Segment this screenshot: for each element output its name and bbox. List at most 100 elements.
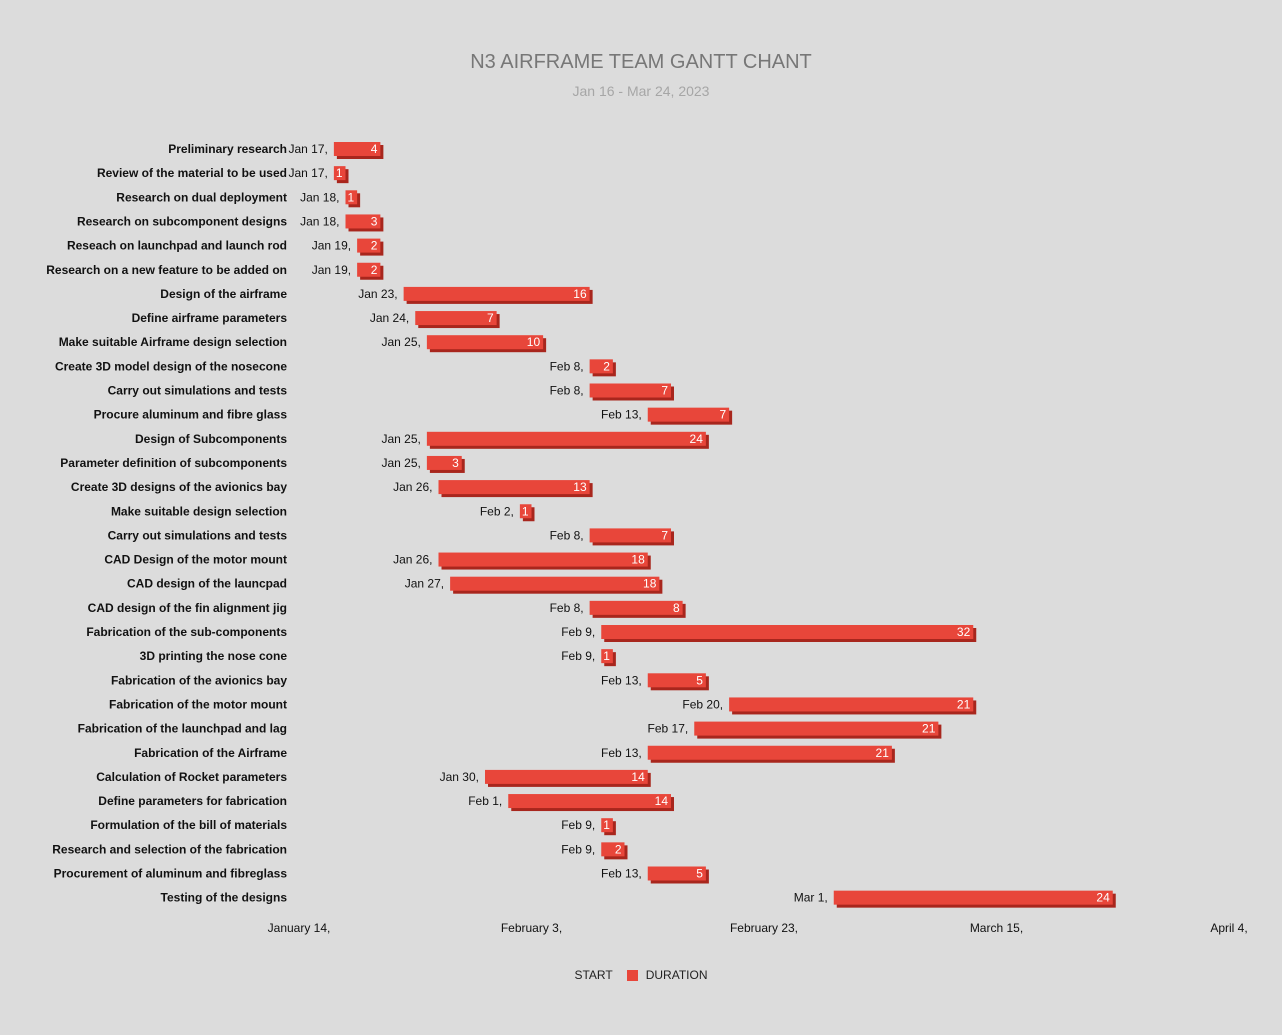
task-name-label: Preliminary research	[168, 142, 287, 156]
x-tick-label: April 4,	[1210, 921, 1247, 935]
task-name-label: Carry out simulations and tests	[108, 384, 288, 398]
duration-value-label: 1	[347, 190, 354, 204]
task-row: Preliminary research Jan 17, 4	[168, 142, 384, 159]
start-date-label: Feb 13,	[601, 408, 642, 422]
start-date-label: Feb 9,	[561, 842, 595, 856]
task-name-label: Reseach on launchpad and launch rod	[67, 239, 287, 253]
start-date-label: Mar 1,	[794, 891, 828, 905]
start-date-label: Jan 23,	[358, 287, 397, 301]
duration-value-label: 3	[452, 456, 459, 470]
task-name-label: Create 3D model design of the nosecone	[55, 359, 287, 373]
duration-bar	[345, 214, 381, 229]
duration-bar	[438, 552, 648, 567]
task-name-label: Procure aluminum and fibre glass	[94, 408, 288, 422]
legend-duration-swatch	[626, 969, 638, 981]
task-name-label: Parameter definition of subcomponents	[60, 456, 287, 470]
duration-bar	[601, 842, 625, 857]
duration-value-label: 8	[673, 601, 680, 615]
task-name-label: Procurement of aluminum and fibreglass	[54, 867, 288, 881]
duration-value-label: 21	[957, 697, 971, 711]
task-name-label: Create 3D designs of the avionics bay	[71, 480, 287, 494]
task-row: Fabrication of the launchpad and lag Feb …	[78, 721, 942, 739]
duration-value-label: 1	[603, 649, 610, 663]
start-date-label: Jan 18,	[300, 190, 339, 204]
duration-bar	[403, 286, 590, 301]
task-name-label: 3D printing the nose cone	[140, 649, 288, 663]
task-row: Research and selection of the fabricatio…	[52, 842, 628, 860]
start-date-label: Feb 8,	[550, 384, 584, 398]
duration-bar	[647, 866, 706, 881]
duration-value-label: 2	[615, 842, 622, 856]
task-row: CAD design of the fin alignment jig Feb 8…	[88, 600, 686, 618]
task-name-label: Fabrication of the avionics bay	[111, 673, 287, 687]
task-row: Design of the airframe Jan 23, 16	[160, 286, 593, 304]
duration-bar	[415, 311, 497, 326]
start-date-label: Feb 13,	[601, 867, 642, 881]
duration-bar	[647, 673, 706, 688]
task-name-label: Fabrication of the Airframe	[134, 746, 287, 760]
duration-bar	[589, 528, 671, 543]
duration-bar	[426, 431, 706, 446]
duration-bar	[601, 625, 974, 639]
duration-bar	[357, 262, 381, 277]
task-row: Carry out simulations and tests Feb 8, 7	[108, 383, 674, 401]
start-date-label: Feb 9,	[561, 818, 595, 832]
duration-bar	[694, 721, 939, 736]
start-date-label: Jan 19,	[312, 239, 351, 253]
task-row: Research on a new feature to be added on…	[46, 262, 384, 280]
start-date-label: Feb 1,	[468, 794, 502, 808]
task-name-label: Fabrication of the sub-components	[86, 625, 287, 639]
duration-bar	[508, 794, 671, 809]
duration-bar	[450, 576, 660, 591]
task-row: Fabrication of the avionics bay Feb 13, 5	[111, 673, 709, 691]
task-name-label: Review of the material to be used	[97, 166, 287, 180]
start-date-label: Jan 17,	[289, 166, 328, 180]
duration-value-label: 13	[573, 480, 587, 494]
task-row: Fabrication of the motor mount Feb 20, 21	[109, 697, 977, 715]
x-tick-label: March 15,	[970, 921, 1023, 935]
duration-value-label: 16	[573, 287, 587, 301]
chart-subtitle: Jan 16 - Mar 24, 2023	[572, 83, 710, 99]
task-row: Parameter definition of subcomponents Jan…	[60, 455, 465, 473]
duration-value-label: 2	[603, 359, 610, 373]
task-row: Make suitable Airframe design selection J…	[59, 335, 547, 353]
duration-value-label: 14	[655, 794, 669, 808]
duration-value-label: 7	[661, 528, 668, 542]
duration-value-label: 7	[487, 311, 494, 325]
task-name-label: Define airframe parameters	[132, 311, 288, 325]
duration-bar	[833, 890, 1113, 905]
task-row: Research on dual deployment Jan 18, 1	[116, 190, 361, 208]
duration-value-label: 21	[922, 722, 936, 736]
duration-value-label: 7	[719, 408, 726, 422]
duration-bar	[426, 455, 462, 470]
duration-value-label: 2	[371, 263, 378, 277]
x-tick-label: February 23,	[730, 921, 798, 935]
duration-value-label: 2	[371, 239, 378, 253]
start-date-label: Jan 18,	[300, 214, 339, 228]
duration-bar	[438, 480, 590, 495]
start-date-label: Jan 25,	[382, 335, 421, 349]
task-row: Procurement of aluminum and fibreglass Fe…	[54, 866, 709, 884]
duration-value-label: 5	[696, 673, 703, 687]
duration-bar	[601, 818, 613, 833]
duration-bar	[333, 166, 346, 181]
task-row: Procure aluminum and fibre glass Feb 13, 7	[94, 407, 733, 425]
duration-value-label: 18	[643, 577, 657, 591]
task-row: Define airframe parameters Jan 24, 7	[132, 311, 500, 329]
duration-bar	[485, 769, 648, 784]
task-row: Calculation of Rocket parameters Jan 30, 1…	[96, 769, 651, 787]
start-date-label: Jan 25,	[382, 432, 421, 446]
start-date-label: Jan 24,	[370, 311, 409, 325]
duration-value-label: 1	[522, 504, 529, 518]
duration-value-label: 4	[371, 142, 378, 156]
task-name-label: CAD Design of the motor mount	[104, 553, 287, 567]
task-name-label: Formulation of the bill of materials	[90, 818, 287, 832]
start-date-label: Feb 8,	[550, 601, 584, 615]
x-tick-label: February 3,	[501, 921, 562, 935]
start-date-label: Jan 17,	[289, 142, 328, 156]
duration-value-label: 24	[690, 432, 704, 446]
task-name-label: Make suitable Airframe design selection	[59, 335, 287, 349]
duration-value-label: 18	[631, 553, 645, 567]
task-name-label: Calculation of Rocket parameters	[96, 770, 287, 784]
